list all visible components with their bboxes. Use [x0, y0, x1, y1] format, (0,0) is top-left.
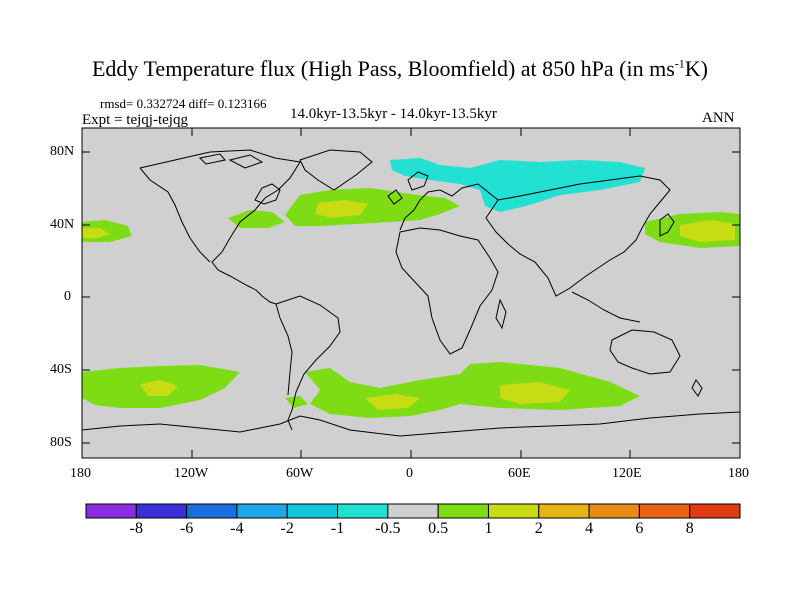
flux-region-north-atlantic-core — [315, 200, 368, 218]
lon-label-120e: 120E — [612, 466, 642, 481]
lat-label-80n: 80N — [50, 144, 75, 159]
flux-region-north-america — [228, 210, 285, 228]
colorbar-swatch — [85, 503, 137, 519]
lon-label-60w: 60W — [286, 466, 314, 481]
colorbar-label: 2 — [534, 520, 543, 537]
flux-region-south-indian-core — [500, 382, 570, 404]
lat-label-40n: 40N — [50, 217, 75, 232]
colorbar-label: 6 — [635, 520, 644, 537]
colorbar-swatch — [689, 503, 741, 519]
colorbar-label: -2 — [280, 520, 294, 537]
colorbar-label: -1 — [330, 520, 345, 537]
colorbar-swatch — [437, 503, 489, 519]
colorbar-label: 1 — [484, 520, 493, 537]
flux-region-north-pacific-west-core — [680, 220, 735, 242]
axis-ticks — [81, 128, 741, 458]
experiment-text: Expt = tejqj-tejqg — [82, 112, 188, 128]
coastlines — [82, 149, 740, 437]
flux-region-north-pacific-east-core — [82, 228, 110, 238]
colorbar — [85, 503, 741, 519]
lon-label-180-right: 180 — [728, 466, 749, 481]
colorbar-label: -8 — [129, 520, 143, 537]
flux-region-south-small — [285, 396, 308, 408]
colorbar-swatch — [487, 503, 540, 519]
colorbar-swatch — [337, 503, 389, 519]
lat-label-40s: 40S — [50, 362, 72, 377]
lon-label-60e: 60E — [508, 466, 531, 481]
map-title: Eddy Temperature flux (High Pass, Bloomf… — [91, 56, 708, 81]
colorbar-label: 8 — [685, 520, 694, 537]
period-text: 14.0kyr-13.5kyr - 14.0kyr-13.5kyr — [290, 106, 497, 122]
flux-region-south-pacific-core — [140, 380, 178, 396]
season-text: ANN — [702, 110, 735, 126]
colorbar-swatch — [387, 503, 439, 519]
colorbar-label: -6 — [179, 520, 194, 537]
colorbar-swatch — [538, 503, 590, 519]
flux-region-eurasia-negative — [390, 158, 645, 212]
colorbar-swatch — [638, 503, 691, 519]
colorbar-swatch — [286, 503, 339, 519]
colorbar-swatch — [135, 503, 188, 519]
colorbar-label: -4 — [230, 520, 244, 537]
colorbar-label: -0.5 — [375, 520, 401, 537]
lon-label-120w: 120W — [174, 466, 209, 481]
stats-text: rmsd= 0.332724 diff= 0.123166 — [100, 96, 267, 111]
colorbar-swatch — [186, 503, 238, 519]
lat-label-0: 0 — [64, 289, 71, 304]
colorbar-swatch — [236, 503, 288, 519]
colorbar-swatch — [588, 503, 640, 519]
flux-region-south-atlantic-core — [365, 394, 420, 410]
lon-label-180-left: 180 — [70, 466, 91, 481]
lon-label-0: 0 — [406, 466, 413, 481]
lat-label-80s: 80S — [50, 435, 72, 450]
colorbar-label: 4 — [585, 520, 594, 537]
colorbar-label: 0.5 — [428, 520, 449, 537]
